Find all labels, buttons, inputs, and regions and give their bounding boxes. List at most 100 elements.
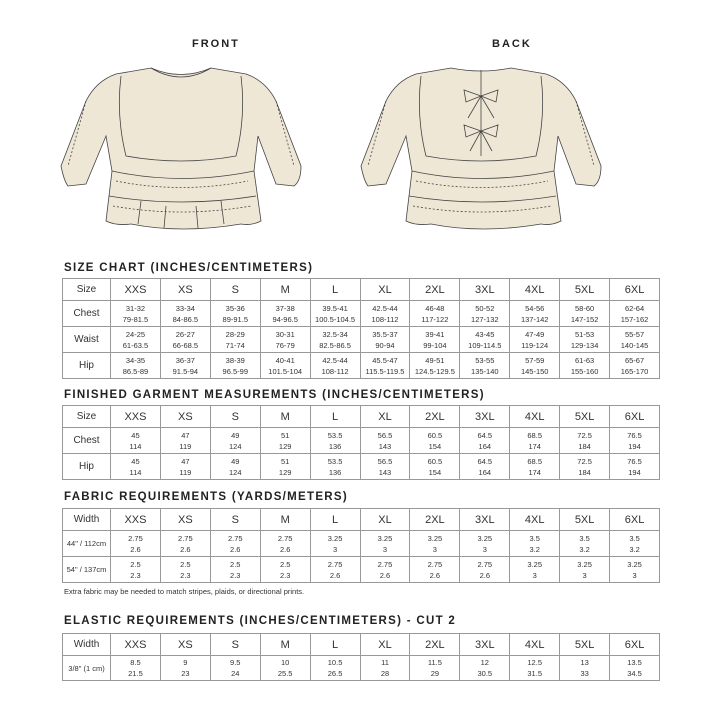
value-metric: 127-132 <box>471 314 499 324</box>
value-metric: 147-152 <box>570 314 599 324</box>
size-header-xxs: XXS <box>110 633 161 656</box>
table-cell: 13 33 <box>559 655 611 681</box>
value-metric: 90-94 <box>375 340 395 350</box>
table-cell: 58-60 147-152 <box>559 300 611 327</box>
table-cell: 64.5 164 <box>459 427 511 454</box>
value-metric: 154 <box>428 441 442 451</box>
value-imperial: 38-39 <box>225 355 245 365</box>
table-cell: 31-32 79-81.5 <box>110 300 161 327</box>
table-cell: 51 129 <box>259 453 311 480</box>
value-metric: 3.2 <box>529 544 540 554</box>
size-header-2xl: 2XL <box>409 405 461 428</box>
value-imperial: 35-36 <box>225 303 245 313</box>
size-header-s: S <box>209 405 261 428</box>
table-cell: 2.5 2.3 <box>209 556 261 583</box>
value-metric: 89-91.5 <box>222 314 248 324</box>
table-cell: 53-55 135-140 <box>459 352 511 379</box>
value-imperial: 64.5 <box>477 430 493 440</box>
value-imperial: 3.25 <box>477 533 493 543</box>
value-metric: 145-150 <box>520 366 549 376</box>
value-imperial: 3.25 <box>527 559 542 569</box>
value-metric: 143 <box>378 441 392 451</box>
value-imperial: 3.25 <box>427 533 443 543</box>
size-header-m: M <box>259 508 311 531</box>
table-row: 3/8" (1 cm) 8.5 21.5 9 23 9.5 24 10 25.5 10.5 26.5… <box>62 655 660 681</box>
value-metric: 174 <box>528 441 541 451</box>
value-metric: 3 <box>632 570 637 580</box>
table-cell: 47-49 119-124 <box>509 326 561 353</box>
table-cell: 2.75 2.6 <box>159 530 211 557</box>
row-label: 54" / 137cm <box>62 556 111 583</box>
value-imperial: 34-35 <box>125 355 146 365</box>
table-cell: 76.5 194 <box>609 453 660 480</box>
value-imperial: 64.5 <box>477 456 493 466</box>
value-metric: 119 <box>179 441 192 451</box>
value-metric: 2.3 <box>130 570 141 580</box>
table-row: 44" / 112cm 2.75 2.6 2.75 2.6 2.75 2.6 2.75 2.6 3… <box>62 530 660 557</box>
table-cell: 40-41 101.5-104 <box>259 352 311 379</box>
value-metric: 2.6 <box>429 570 441 580</box>
table-cell: 36-37 91.5-94 <box>159 352 211 379</box>
value-metric: 194 <box>628 467 641 477</box>
table-cell: 47 119 <box>159 453 211 480</box>
table-row: Hip 45 114 47 119 49 124 51 129 53.5 136 56.5 143 60.… <box>62 453 660 480</box>
table-cell: 60.5 154 <box>409 453 461 480</box>
value-metric: 71-74 <box>225 340 245 350</box>
value-imperial: 2.75 <box>377 559 393 569</box>
row-label: Hip <box>62 453 111 480</box>
table-cell: 12 30.5 <box>459 655 511 681</box>
value-imperial: 72.5 <box>577 430 592 440</box>
value-metric: 3.2 <box>629 544 640 554</box>
front-garment-illustration <box>60 67 302 230</box>
table-cell: 13.5 34.5 <box>609 655 660 681</box>
value-imperial: 31-32 <box>125 303 146 313</box>
value-metric: 61-63.5 <box>122 340 149 350</box>
table-cell: 49 124 <box>209 427 261 454</box>
table-cell: 42.5-44 108-112 <box>359 300 411 327</box>
value-imperial: 33-34 <box>175 303 195 313</box>
value-imperial: 35.5-37 <box>372 329 398 339</box>
table-row: Hip 34-35 86.5-89 36-37 91.5-94 38-39 96.5-99 4… <box>62 352 660 379</box>
size-header-m: M <box>259 633 311 656</box>
value-metric: 2.3 <box>279 570 291 580</box>
value-metric: 86.5-89 <box>122 366 149 376</box>
value-metric: 164 <box>478 467 492 477</box>
table-cell: 56.5 143 <box>359 427 411 454</box>
header-row: Size XXS XS S M L XL 2XL 3XL 4XL 5XL 6XL <box>62 405 660 428</box>
value-imperial: 45.5-47 <box>372 355 398 365</box>
value-imperial: 2.75 <box>427 559 443 569</box>
value-imperial: 51 <box>281 430 290 440</box>
value-imperial: 3.25 <box>627 559 642 569</box>
size-header-xs: XS <box>159 405 211 428</box>
table-cell: 34-35 86.5-89 <box>110 352 161 379</box>
back-garment-illustration <box>360 67 602 230</box>
header-row: Width XXS XS S M L XL 2XL 3XL 4XL 5XL 6XL <box>62 633 660 656</box>
value-imperial: 2.75 <box>227 533 243 543</box>
value-metric: 79-81.5 <box>122 314 149 324</box>
value-metric: 2.6 <box>279 544 291 554</box>
size-header-2xl: 2XL <box>409 278 461 301</box>
value-metric: 165-170 <box>620 366 649 376</box>
size-header-6xl: 6XL <box>609 633 660 656</box>
table-row: 54" / 137cm 2.5 2.3 2.5 2.3 2.5 2.3 2.5 2.3 2.75 2… <box>62 556 660 583</box>
value-metric: 3 <box>382 544 388 554</box>
table-cell: 2.5 2.3 <box>259 556 311 583</box>
table-cell: 50-52 127-132 <box>459 300 511 327</box>
table-row: Chest 31-32 79-81.5 33-34 84-86.5 35-36 89-91.… <box>62 300 660 327</box>
value-metric: 109-114.5 <box>468 340 502 350</box>
value-imperial: 26-27 <box>175 329 195 339</box>
value-metric: 108-112 <box>371 314 399 324</box>
value-metric: 2.3 <box>180 570 191 580</box>
value-imperial: 68.5 <box>527 456 542 466</box>
value-imperial: 68.5 <box>527 430 542 440</box>
table-cell: 51-53 129-134 <box>559 326 611 353</box>
size-header-xl: XL <box>359 405 411 428</box>
size-header-6xl: 6XL <box>609 508 660 531</box>
table-cell: 3.25 3 <box>559 556 611 583</box>
table-cell: 54-56 137-142 <box>509 300 561 327</box>
value-imperial: 45 <box>131 456 140 466</box>
size-header-l: L <box>309 508 361 531</box>
value-imperial: 2.75 <box>178 533 193 543</box>
table-cell: 53.5 136 <box>309 427 361 454</box>
size-header-s: S <box>209 633 261 656</box>
